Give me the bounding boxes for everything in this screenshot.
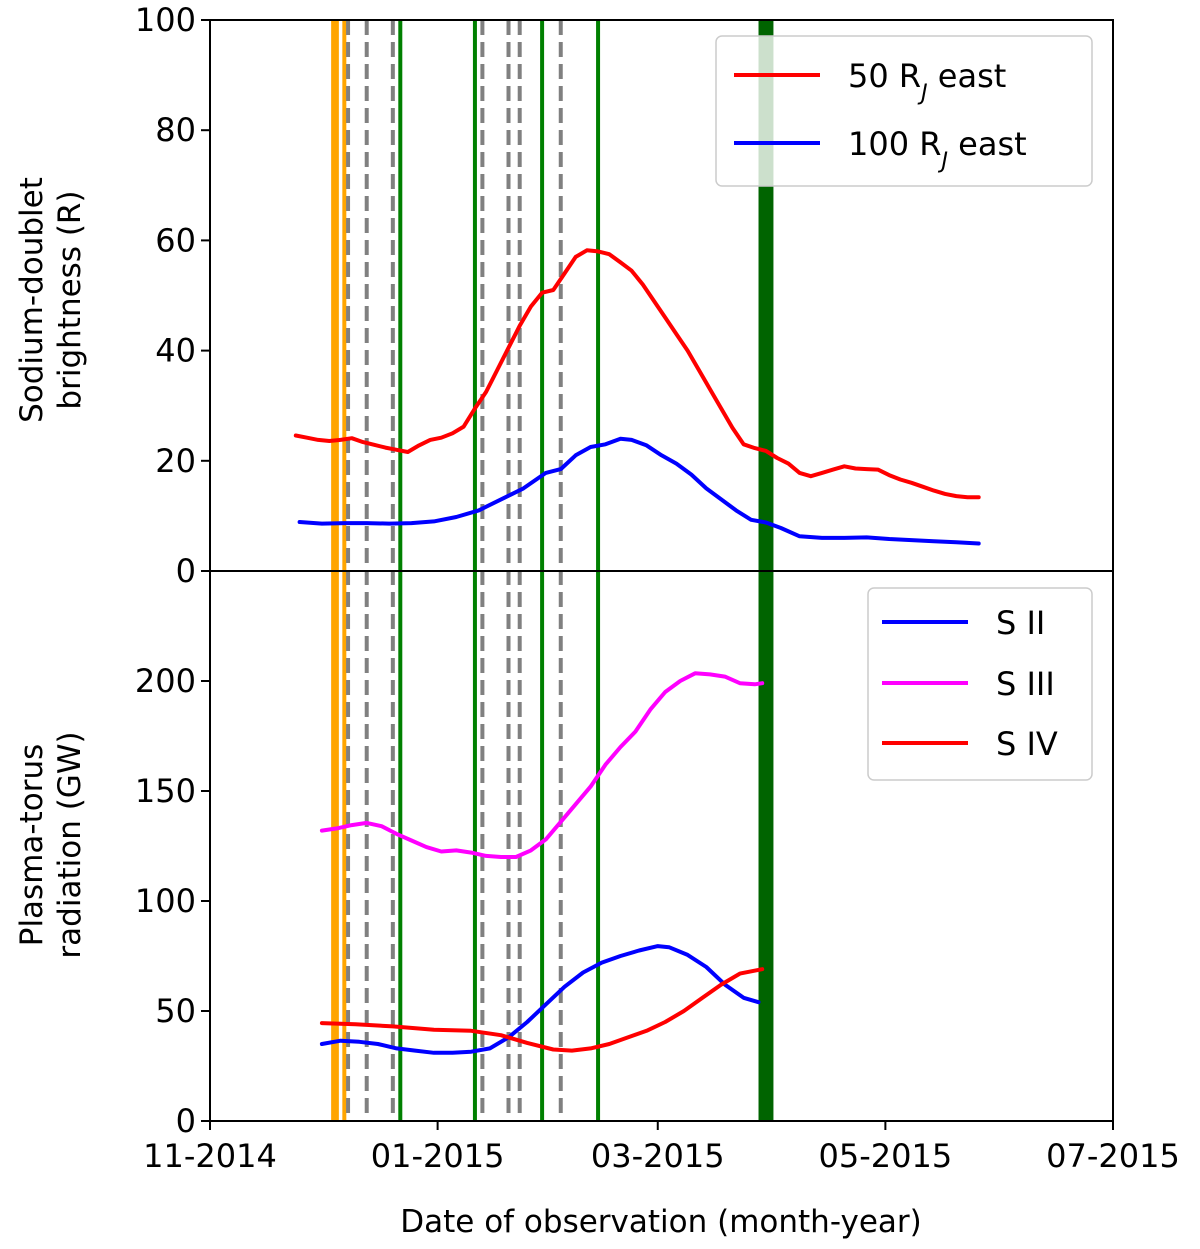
legend-label-100rj: 100 RJ east bbox=[848, 125, 1027, 174]
bottom-ytick-label-3: 150 bbox=[135, 772, 196, 810]
legend-label-s2: S II bbox=[996, 604, 1045, 642]
bottom-series-0 bbox=[319, 944, 761, 1055]
legend-top: 50 RJ east 100 RJ east bbox=[715, 35, 1093, 187]
bottom-panel bbox=[319, 671, 765, 1055]
top-ylabel-line1: Sodium-doublet bbox=[14, 177, 50, 423]
bottom-ytick-label-2: 100 bbox=[135, 882, 196, 920]
top-ytick-label-0: 0 bbox=[176, 552, 196, 590]
xtick-label-3: 05-2015 bbox=[819, 1137, 953, 1175]
legend-label-s4: S IV bbox=[996, 725, 1058, 763]
legend-bottom: S II S III S IV bbox=[867, 587, 1093, 781]
xtick-label-0: 11-2014 bbox=[143, 1137, 277, 1175]
bottom-ytick-label-4: 200 bbox=[135, 662, 196, 700]
xtick-label-4: 07-2015 bbox=[1046, 1137, 1180, 1175]
bottom-series-1 bbox=[319, 671, 765, 859]
x-axis-label: Date of observation (month-year) bbox=[400, 1204, 921, 1240]
bottom-ytick-label-1: 50 bbox=[155, 992, 196, 1030]
top-series-1 bbox=[297, 436, 981, 546]
top-ytick-label-2: 40 bbox=[155, 332, 196, 370]
top-ytick-label-5: 100 bbox=[135, 1, 196, 39]
bottom-panel-frame bbox=[209, 570, 1114, 1122]
xtick-label-1: 01-2015 bbox=[371, 1137, 505, 1175]
axes: 0 20 40 60 80 100 0 50 100 150 200 11-2014 01-2015 03… bbox=[135, 1, 1180, 1175]
top-ylabel-line2: brightness (R) bbox=[52, 190, 88, 409]
top-ytick-label-1: 20 bbox=[155, 442, 196, 480]
bottom-ytick-label-0: 0 bbox=[176, 1102, 196, 1140]
top-series-0 bbox=[293, 248, 981, 500]
top-ytick-label-3: 60 bbox=[155, 221, 196, 259]
legend-label-s3: S III bbox=[996, 665, 1055, 703]
bottom-ylabel-line1: Plasma-torus bbox=[14, 744, 50, 947]
bottom-ylabel-line2: radiation (GW) bbox=[52, 731, 88, 958]
top-ytick-label-4: 80 bbox=[155, 111, 196, 149]
top-panel bbox=[293, 248, 981, 546]
bottom-series-2 bbox=[319, 967, 765, 1053]
legend-bottom-box bbox=[867, 587, 1093, 781]
xtick-label-2: 03-2015 bbox=[591, 1137, 725, 1175]
legend-label-50rj: 50 RJ east bbox=[848, 57, 1006, 106]
